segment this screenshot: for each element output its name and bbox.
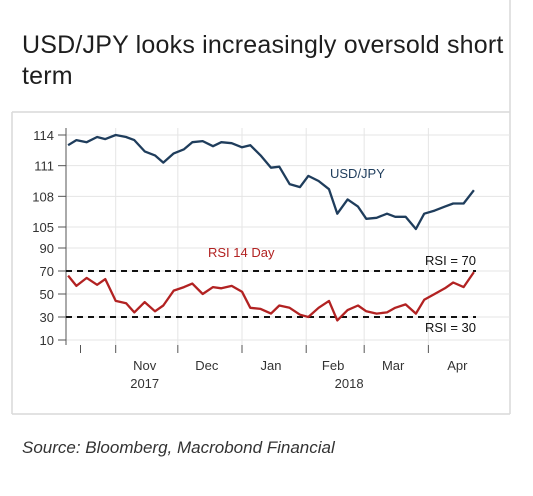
xtick-label-2: Jan (261, 358, 282, 373)
y-axis: 114 111 108 105 90 70 50 30 10 (32, 128, 67, 348)
series-label-usdjpy: USD/JPY (330, 166, 385, 181)
gridlines (66, 128, 510, 345)
series-label-rsi: RSI 14 Day (208, 245, 275, 260)
xtick-label-0: Nov (133, 358, 157, 373)
series-line-usdjpy (67, 133, 475, 231)
xtick-label-1: Dec (195, 358, 219, 373)
series-line-rsi (67, 271, 475, 322)
ytick-label-upper-1: 111 (34, 159, 54, 174)
ytick-label-upper-2: 108 (32, 189, 54, 204)
xtick-label-5: Apr (447, 358, 468, 373)
reference-lines: RSI = 70 RSI = 30 (66, 253, 476, 335)
reference-label-70: RSI = 70 (425, 253, 476, 268)
xtick-label-4: Mar (382, 358, 405, 373)
xyear-label-0: 2017 (130, 376, 159, 391)
ytick-label-upper-3: 105 (32, 220, 54, 235)
series-labels: USD/JPY RSI 14 Day (208, 166, 385, 260)
ytick-label-lower-0: 90 (40, 241, 54, 256)
ytick-label-upper-0: 114 (33, 128, 54, 143)
source-note: Source: Bloomberg, Macrobond Financial (22, 438, 335, 457)
chart-title: USD/JPY looks increasingly oversold shor… (22, 31, 504, 90)
xyear-label-1: 2018 (335, 376, 364, 391)
ytick-label-lower-3: 30 (40, 310, 54, 325)
ytick-label-lower-4: 10 (40, 333, 54, 348)
ytick-label-lower-2: 50 (40, 287, 54, 302)
xtick-label-3: Feb (322, 358, 344, 373)
ytick-label-lower-1: 70 (40, 264, 54, 279)
x-axis: Nov Dec Jan Feb Mar Apr 2017 2018 (79, 345, 468, 391)
reference-label-30: RSI = 30 (425, 320, 476, 335)
series-lines (67, 133, 475, 322)
